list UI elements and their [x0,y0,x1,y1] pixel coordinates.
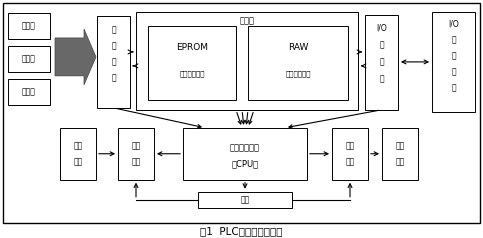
Text: RAW: RAW [288,43,308,52]
Text: 口: 口 [379,74,384,83]
Bar [365,15,398,110]
Bar [8,79,50,105]
Text: 电源: 电源 [241,195,250,204]
Bar [183,128,307,180]
Text: 展: 展 [451,51,456,60]
Text: 中央处理部分: 中央处理部分 [230,143,260,152]
Bar [148,26,236,100]
Bar [136,12,358,110]
Bar [60,128,96,180]
Text: 输出: 输出 [345,141,355,150]
Text: （系统程序）: （系统程序） [179,71,205,77]
Text: 元: 元 [451,83,456,92]
Bar [432,12,475,112]
Text: 口: 口 [111,73,116,82]
Text: 输入: 输入 [73,141,83,150]
Text: 储存器: 储存器 [240,16,255,25]
Bar [382,128,418,180]
Bar [198,192,292,208]
Text: 接: 接 [111,57,116,66]
Text: 扩: 扩 [451,35,456,45]
Text: 单: 单 [451,67,456,76]
Text: 扩: 扩 [379,40,384,50]
Bar [8,13,50,39]
Bar [118,128,154,180]
Text: 外: 外 [111,25,116,35]
Text: 编程器: 编程器 [22,21,36,30]
Text: 输入: 输入 [131,141,141,150]
Text: （用户程序）: （用户程序） [285,71,311,77]
Text: 设: 设 [111,41,116,50]
Text: 打印机: 打印机 [22,55,36,63]
Text: 单元: 单元 [345,157,355,166]
Text: EPROM: EPROM [176,43,208,52]
Text: 图1  PLC技术原理组成图: 图1 PLC技术原理组成图 [200,227,282,237]
Bar [97,16,130,108]
Text: 展: 展 [379,57,384,66]
Bar [8,46,50,72]
Bar [332,128,368,180]
Text: I/O: I/O [376,24,387,32]
Text: 计算机: 计算机 [22,87,36,96]
Text: 输出: 输出 [396,141,405,150]
Text: 信号: 信号 [396,157,405,166]
Text: （CPU）: （CPU） [231,159,258,168]
Text: 信号: 信号 [73,157,83,166]
Bar [248,26,348,100]
Text: I/O: I/O [448,20,459,29]
Polygon shape [55,29,96,85]
Text: 单元: 单元 [131,157,141,166]
